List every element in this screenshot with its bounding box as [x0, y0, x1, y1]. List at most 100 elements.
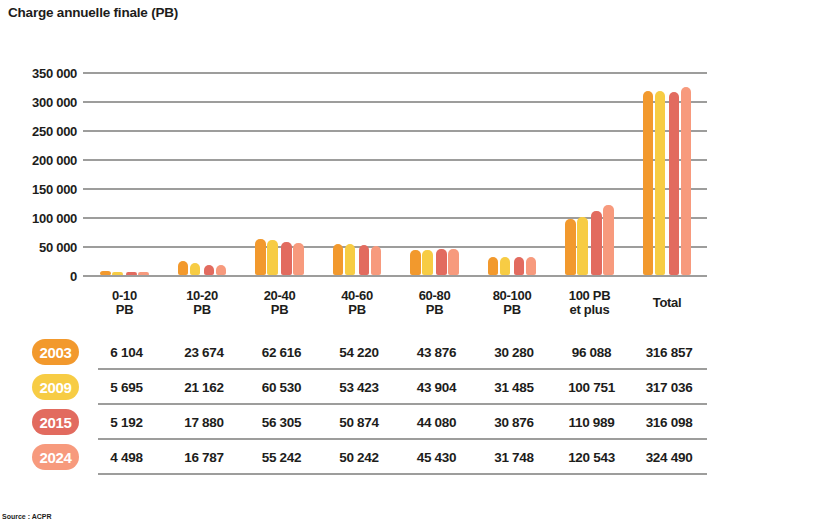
y-axis-label: 300 000 [7, 95, 77, 110]
table-cell: 30 876 [469, 415, 559, 430]
x-axis-label-line: et plus [569, 303, 611, 317]
table-cell: 110 989 [547, 415, 637, 430]
bar-2024-20-40-pb [293, 243, 304, 275]
table-cell: 120 543 [547, 450, 637, 465]
table-cell: 60 530 [237, 380, 327, 395]
bar-2009-10-20-pb [190, 263, 201, 275]
x-axis-label: 100 PBet plus [569, 289, 611, 317]
gridline-150000 [83, 188, 707, 190]
table-cell: 30 280 [469, 345, 559, 360]
bar-2009-40-60-pb [345, 244, 356, 275]
table-cell: 53 423 [314, 380, 404, 395]
table-cell: 43 904 [392, 380, 482, 395]
x-axis-label-line: 40-60 [341, 289, 373, 303]
y-axis-label: 350 000 [7, 66, 77, 81]
table-cell: 31 485 [469, 380, 559, 395]
bar-2015-20-40-pb [281, 242, 292, 275]
source-note: Source : ACPR [2, 513, 52, 520]
x-axis-label-line: 80-100 [493, 289, 532, 303]
y-axis-label: 50 000 [7, 240, 77, 255]
table-cell: 31 748 [469, 450, 559, 465]
bar-2024-0-10-pb [138, 272, 149, 275]
table-cell: 55 242 [237, 450, 327, 465]
x-axis-label-line: 10-20 [186, 289, 218, 303]
table-cell: 17 880 [159, 415, 249, 430]
table-cell: 43 876 [392, 345, 482, 360]
table-cell: 316 857 [624, 345, 714, 360]
x-axis-label-line: PB [493, 303, 532, 317]
table-cell: 56 305 [237, 415, 327, 430]
table-cell: 50 242 [314, 450, 404, 465]
x-axis-label-line: Total [653, 296, 682, 310]
x-axis-label: 60-80PB [419, 289, 451, 317]
bar-2009-80-100-pb [500, 257, 511, 275]
table-cell: 324 490 [624, 450, 714, 465]
bar-2024-80-100-pb [526, 257, 537, 275]
bar-2015-60-80-pb [436, 249, 447, 275]
y-axis-label: 200 000 [7, 153, 77, 168]
table-cell: 16 787 [159, 450, 249, 465]
table-row-separator [98, 368, 707, 370]
table-cell: 6 104 [82, 345, 172, 360]
table-cell: 100 751 [547, 380, 637, 395]
bar-2003-80-100-pb [488, 257, 499, 275]
table-row-separator [98, 403, 707, 405]
y-axis-label: 100 000 [7, 211, 77, 226]
bar-2003-10-20-pb [178, 261, 189, 275]
gridline-200000 [83, 159, 707, 161]
bar-2003-20-40-pb [255, 239, 266, 275]
gridline-350000 [83, 72, 707, 74]
table-cell: 45 430 [392, 450, 482, 465]
x-axis-label-line: PB [186, 303, 218, 317]
gridline-300000 [83, 101, 707, 103]
gridline-0 [83, 275, 707, 277]
table-row-separator [98, 438, 707, 440]
x-axis-label-line: 20-40 [264, 289, 296, 303]
gridline-250000 [83, 130, 707, 132]
bar-2015-40-60-pb [359, 245, 370, 275]
table-cell: 62 616 [237, 345, 327, 360]
x-axis-label-line: 60-80 [419, 289, 451, 303]
legend-pill-2009: 2009 [32, 374, 79, 400]
bar-2009-0-10-pb [112, 272, 123, 275]
table-cell: 50 874 [314, 415, 404, 430]
bar-2024-100-pb-et-plus [603, 205, 614, 275]
table-cell: 5 695 [82, 380, 172, 395]
legend-pill-2003: 2003 [32, 339, 79, 365]
bar-2024-40-60-pb [371, 246, 382, 275]
table-row-separator [98, 473, 707, 475]
bar-2003-0-10-pb [100, 271, 111, 275]
table-cell: 317 036 [624, 380, 714, 395]
x-axis-label: 80-100PB [493, 289, 532, 317]
x-axis-label: 20-40PB [264, 289, 296, 317]
y-axis-label: 250 000 [7, 124, 77, 139]
x-axis-label-line: PB [112, 303, 137, 317]
legend-pill-2024: 2024 [32, 444, 79, 470]
x-axis-label: 10-20PB [186, 289, 218, 317]
bar-2009-60-80-pb [422, 250, 433, 275]
x-axis-label-line: 0-10 [112, 289, 137, 303]
table-cell: 23 674 [159, 345, 249, 360]
x-axis-label: 40-60PB [341, 289, 373, 317]
table-cell: 54 220 [314, 345, 404, 360]
legend-pill-2015: 2015 [32, 409, 79, 435]
bar-2015-80-100-pb [514, 257, 525, 275]
table-cell: 21 162 [159, 380, 249, 395]
bar-2003-40-60-pb [333, 244, 344, 275]
bar-2024-60-80-pb [448, 249, 459, 275]
table-cell: 5 192 [82, 415, 172, 430]
x-axis-label: 0-10PB [112, 289, 137, 317]
chart-page: Charge annuelle finale (PB) 050 000100 0… [0, 0, 836, 526]
table-cell: 44 080 [392, 415, 482, 430]
y-axis-label: 150 000 [7, 182, 77, 197]
bar-2003-total [643, 91, 654, 275]
bar-2015-100-pb-et-plus [591, 211, 602, 275]
x-axis-label-line: 100 PB [569, 289, 611, 303]
bar-2003-60-80-pb [410, 250, 421, 275]
bar-2009-100-pb-et-plus [577, 217, 588, 275]
x-axis-label-line: PB [341, 303, 373, 317]
bar-2015-10-20-pb [204, 265, 215, 275]
table-cell: 316 098 [624, 415, 714, 430]
bar-2024-total [681, 87, 692, 275]
x-axis-label: Total [653, 296, 682, 310]
